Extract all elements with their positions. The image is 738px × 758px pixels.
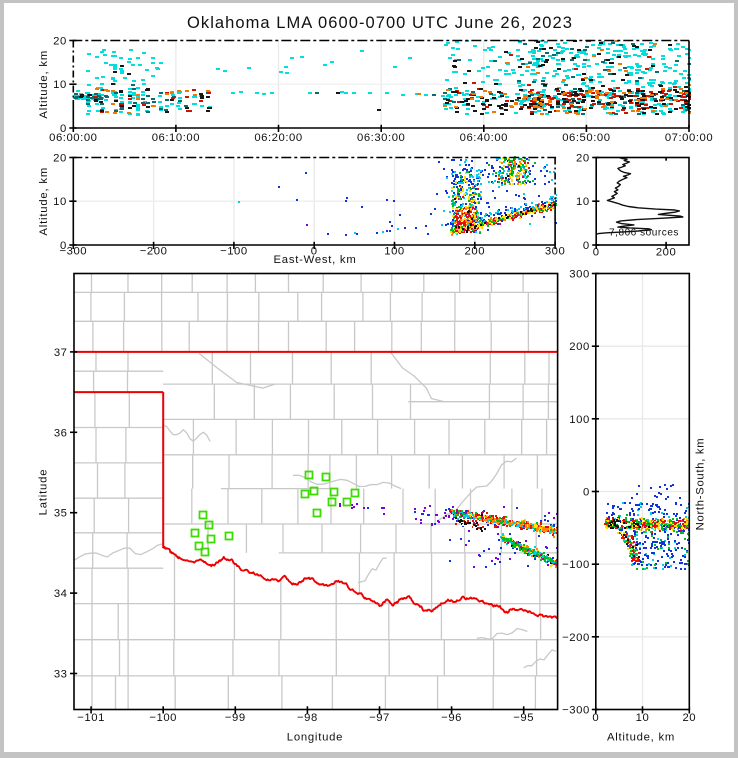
svg-text:100: 100 (384, 246, 405, 258)
svg-text:0: 0 (60, 240, 67, 252)
svg-text:06:30:00: 06:30:00 (357, 132, 405, 144)
svg-text:0: 0 (583, 240, 590, 252)
svg-text:−300: −300 (562, 705, 590, 717)
svg-text:100: 100 (569, 414, 590, 426)
svg-text:10: 10 (636, 712, 650, 724)
svg-text:0: 0 (593, 247, 600, 259)
svg-text:−200: −200 (140, 246, 168, 258)
svg-text:7,806 sources: 7,806 sources (609, 228, 679, 239)
svg-text:0: 0 (311, 246, 318, 258)
svg-text:36: 36 (54, 427, 68, 439)
svg-text:Latitude: Latitude (38, 469, 50, 516)
svg-text:20: 20 (53, 153, 67, 165)
svg-text:Longitude: Longitude (287, 732, 343, 744)
svg-text:Oklahoma LMA 0600-0700 UTC Jun: Oklahoma LMA 0600-0700 UTC June 26, 2023 (187, 14, 573, 32)
svg-text:−300: −300 (59, 246, 87, 258)
svg-text:200: 200 (465, 246, 486, 258)
svg-text:Altitude, km: Altitude, km (607, 732, 675, 744)
svg-text:Altitude, km: Altitude, km (38, 167, 50, 236)
svg-text:North-South, km: North-South, km (695, 438, 707, 531)
svg-text:200: 200 (656, 247, 677, 259)
svg-text:−96: −96 (441, 712, 462, 724)
svg-text:20: 20 (576, 153, 590, 165)
svg-text:06:40:00: 06:40:00 (460, 132, 508, 144)
svg-text:0: 0 (592, 712, 599, 724)
svg-text:20: 20 (53, 36, 67, 48)
svg-text:300: 300 (569, 269, 590, 281)
svg-text:33: 33 (54, 669, 68, 681)
svg-text:−101: −101 (77, 712, 105, 724)
svg-text:10: 10 (576, 196, 590, 208)
svg-text:06:10:00: 06:10:00 (152, 132, 200, 144)
svg-text:0: 0 (583, 487, 590, 499)
svg-text:10: 10 (53, 79, 67, 91)
svg-text:−200: −200 (562, 632, 590, 644)
svg-text:Altitude, km: Altitude, km (38, 50, 50, 119)
svg-text:06:50:00: 06:50:00 (562, 132, 610, 144)
svg-text:07:00:00: 07:00:00 (665, 132, 713, 144)
svg-text:−99: −99 (225, 712, 246, 724)
svg-text:06:20:00: 06:20:00 (254, 132, 302, 144)
svg-text:−100: −100 (562, 559, 590, 571)
svg-text:0: 0 (60, 123, 67, 135)
svg-text:−95: −95 (513, 712, 534, 724)
svg-text:−100: −100 (220, 246, 248, 258)
svg-text:37: 37 (54, 347, 68, 359)
svg-text:−97: −97 (369, 712, 390, 724)
svg-text:300: 300 (545, 246, 566, 258)
svg-text:200: 200 (569, 341, 590, 353)
svg-text:20: 20 (682, 712, 696, 724)
svg-text:34: 34 (54, 588, 68, 600)
svg-text:−100: −100 (149, 712, 177, 724)
svg-text:06:00:00: 06:00:00 (49, 132, 97, 144)
svg-text:−98: −98 (297, 712, 318, 724)
svg-text:35: 35 (54, 508, 68, 520)
svg-text:10: 10 (53, 196, 67, 208)
svg-text:East-West, km: East-West, km (274, 254, 357, 266)
